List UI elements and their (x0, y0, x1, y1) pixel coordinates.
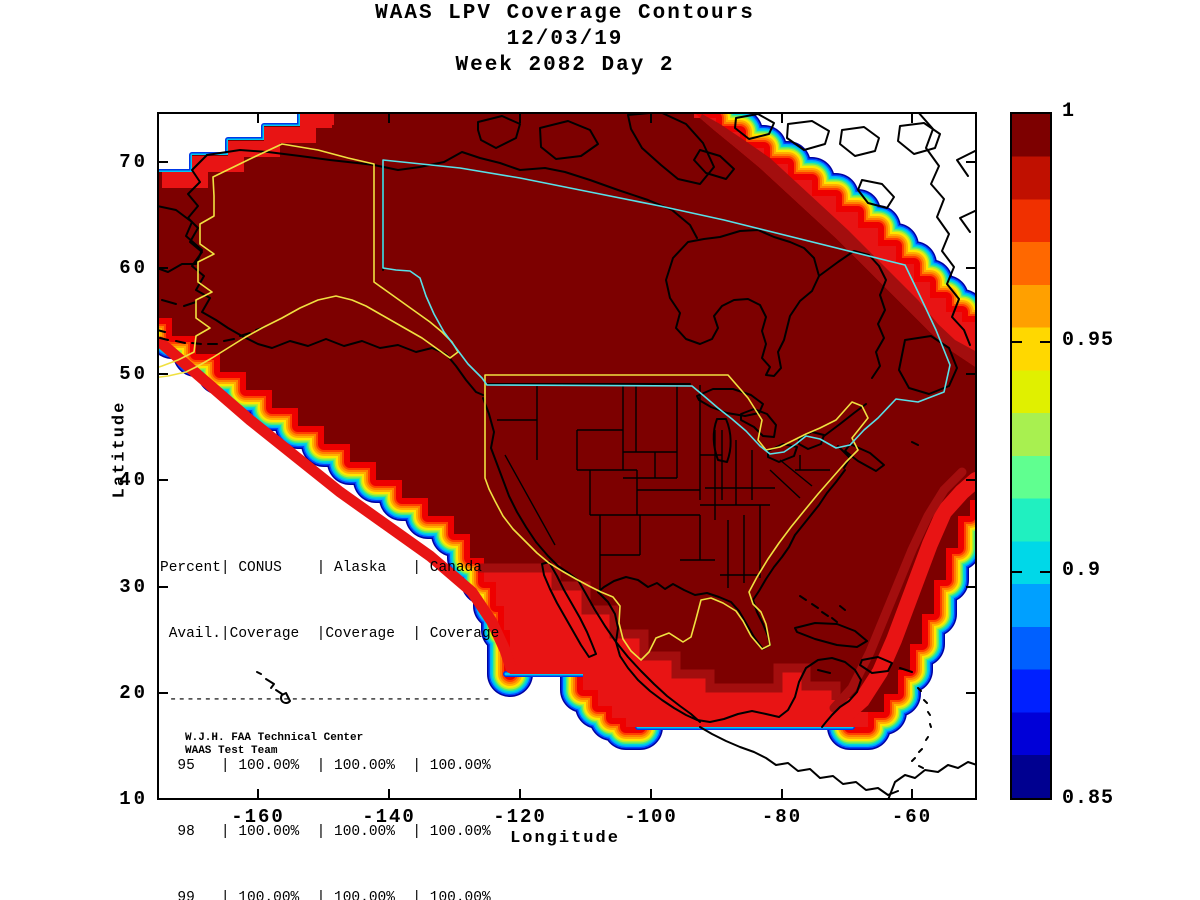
coastlines (157, 112, 977, 800)
plot-border (157, 112, 977, 800)
chart-title: WAAS LPV Coverage Contours (375, 2, 755, 25)
credit-text: W.J.H. FAA Technical Center WAAS Test Te… (185, 732, 364, 757)
x-tick-label: -120 (493, 806, 547, 828)
notch-high-band (162, 112, 332, 188)
x-tick-label: -140 (362, 806, 416, 828)
conus-service-outline (484, 374, 869, 661)
x-tick-label: -160 (231, 806, 285, 828)
axis-ticks (159, 114, 975, 800)
greenland-mid-band (700, 114, 977, 368)
y-tick-label: 60 (119, 257, 148, 279)
chart-subtitle-week: Week 2082 Day 2 (455, 54, 675, 77)
x-tick-label: -80 (761, 806, 803, 828)
colorbar-tick (1040, 341, 1050, 343)
coverage-region-max (157, 112, 977, 727)
alaska-service-outline (157, 143, 459, 379)
colorbar-tick (1012, 341, 1022, 343)
table-row: 95 | 100.00% | 100.00% | 100.00% (160, 758, 491, 774)
pacific-high-band (157, 336, 517, 674)
y-tick-label: 10 (119, 788, 148, 810)
colorbar-label: 1 (1062, 100, 1076, 123)
table-row: 98 | 100.00% | 100.00% | 100.00% (160, 824, 491, 840)
colorbar-label: 0.95 (1062, 329, 1115, 352)
colorbar-tick (1012, 571, 1022, 573)
table-row: ------------------------------------- (160, 692, 491, 708)
coverage-stats-table: Percent| CONUS | Alaska | Canada Avail.|… (160, 513, 499, 900)
state-boundaries (497, 385, 830, 592)
notch-red-spur (302, 112, 334, 125)
canada-service-outline (382, 159, 951, 455)
colorbar-tick (1040, 571, 1050, 573)
colorbar-label: 0.9 (1062, 559, 1102, 582)
table-row: Avail.|Coverage |Coverage | Coverage (160, 626, 500, 642)
coverage-map (157, 112, 977, 800)
y-tick-label: 40 (119, 469, 148, 491)
y-tick-label: 30 (119, 576, 148, 598)
colorbar-label: 0.85 (1062, 787, 1115, 810)
y-tick-label: 70 (119, 151, 148, 173)
y-tick-label: 20 (119, 682, 148, 704)
x-axis-label: Longitude (510, 829, 620, 848)
table-row: 99 | 100.00% | 100.00% | 100.00% (160, 890, 491, 900)
x-tick-label: -60 (891, 806, 933, 828)
y-tick-label: 50 (119, 363, 148, 385)
x-tick-label: -100 (624, 806, 678, 828)
atlantic-high-band (836, 472, 977, 724)
colorbar (1010, 112, 1052, 800)
y-axis-label: Latitude (110, 400, 130, 499)
chart-subtitle-date: 12/03/19 (506, 28, 624, 51)
table-row: Percent| CONUS | Alaska | Canada (160, 560, 482, 576)
